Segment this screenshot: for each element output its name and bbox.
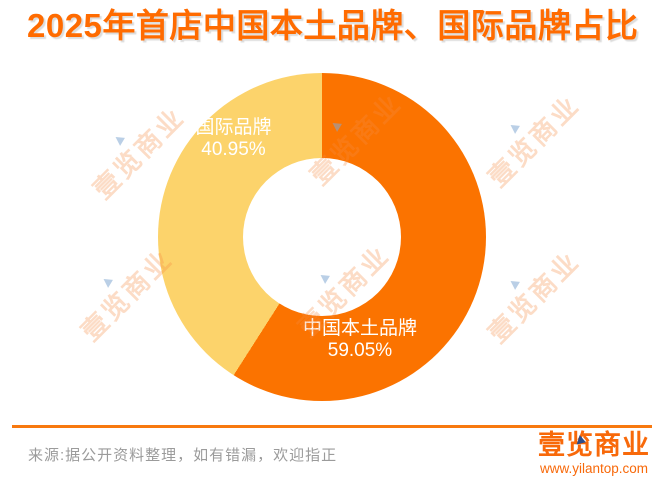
donut-chart: 国际品牌 40.95% 中国本土品牌 59.05% bbox=[158, 73, 486, 401]
source-note: 来源:据公开资料整理，如有错漏，欢迎指正 bbox=[28, 447, 338, 464]
brand-logo-url: www.yilantop.com bbox=[539, 461, 649, 476]
footer-divider bbox=[12, 425, 652, 428]
slice-label-domestic: 中国本土品牌 59.05% bbox=[280, 318, 440, 362]
slice-value-domestic: 59.05% bbox=[327, 340, 393, 361]
donut-hole bbox=[243, 158, 401, 316]
slice-value-international: 40.95% bbox=[201, 139, 266, 160]
donut-ring bbox=[158, 73, 486, 401]
brand-logo-text: 壹览商业 bbox=[538, 430, 650, 460]
slice-name-domestic: 中国本土品牌 bbox=[302, 318, 417, 339]
slice-label-international: 国际品牌 40.95% bbox=[171, 117, 296, 161]
brand-logo: 壹览商业 www.yilantop.com bbox=[528, 429, 660, 476]
slice-name-international: 国际品牌 bbox=[195, 117, 272, 138]
page-title: 2025年首店中国本土品牌、国际品牌占比 bbox=[27, 7, 639, 44]
